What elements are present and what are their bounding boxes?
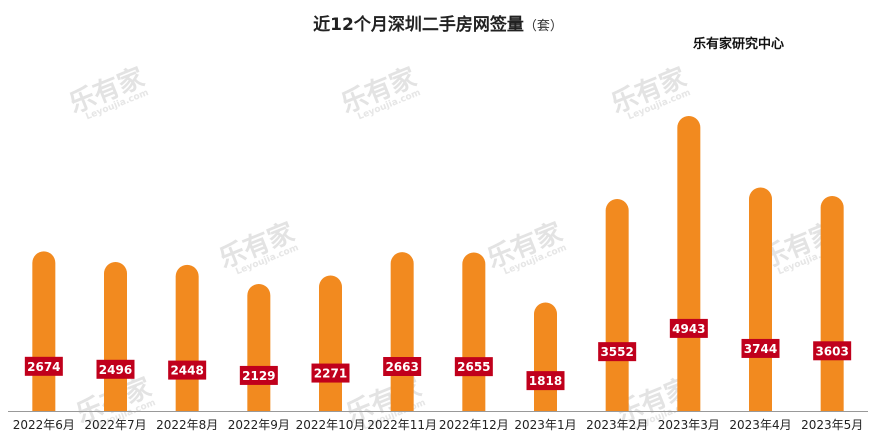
x-tick-label: 2022年8月 — [156, 418, 218, 432]
bar-2022年8月 — [175, 264, 199, 411]
data-label: 4943 — [672, 322, 705, 336]
bar-2022年7月 — [104, 262, 127, 411]
data-label-box — [454, 357, 493, 377]
x-tick-label: 2023年5月 — [801, 418, 863, 432]
data-label: 2655 — [457, 360, 490, 374]
data-label: 2496 — [99, 363, 132, 377]
data-label: 2448 — [170, 364, 203, 378]
data-label: 1818 — [529, 374, 562, 388]
data-label-box — [24, 356, 63, 376]
x-tick-label: 2022年10月 — [296, 418, 366, 432]
data-label-box — [669, 318, 708, 338]
data-label: 2271 — [314, 367, 347, 381]
data-label: 2663 — [385, 360, 418, 374]
bar-2023年4月 — [749, 187, 772, 411]
data-label-box — [168, 360, 207, 380]
data-label-box — [311, 363, 350, 383]
x-tick-label: 2023年3月 — [658, 418, 720, 432]
x-tick-label: 2022年11月 — [367, 418, 437, 432]
x-tick-label: 2022年9月 — [228, 418, 290, 432]
chart-title-unit: （套） — [523, 19, 563, 34]
bar-2022年6月 — [32, 251, 56, 411]
bar-2023年1月 — [534, 302, 557, 411]
bar-2022年12月 — [462, 252, 486, 411]
bar-2023年2月 — [605, 199, 629, 411]
x-tick-label: 2022年12月 — [439, 418, 509, 432]
data-label: 3552 — [600, 345, 633, 359]
x-tick-label: 2022年6月 — [13, 418, 75, 432]
x-tick-label: 2022年7月 — [84, 418, 146, 432]
data-label-box — [526, 371, 565, 391]
bar-2022年10月 — [319, 275, 342, 411]
x-tick-label: 2023年1月 — [514, 418, 576, 432]
data-label-box — [383, 356, 422, 376]
bar-2022年11月 — [390, 252, 414, 411]
x-tick-label: 2023年2月 — [586, 418, 648, 432]
bar-2022年9月 — [247, 283, 271, 411]
data-label-box — [741, 338, 780, 358]
data-label: 3744 — [744, 342, 777, 356]
data-label: 3603 — [815, 344, 848, 358]
data-label: 2129 — [242, 369, 275, 383]
bar-2023年3月 — [677, 116, 701, 412]
data-label: 2674 — [27, 360, 60, 374]
data-label-box — [813, 341, 852, 361]
data-label-box — [239, 365, 278, 385]
source-label: 乐有家研究中心 — [693, 37, 785, 52]
data-label-box — [96, 359, 135, 379]
chart-title: 近12个月深圳二手房网签量（套） — [0, 10, 876, 35]
chart-title-text: 近12个月深圳二手房网签量 — [313, 15, 524, 35]
x-tick-label: 2023年4月 — [729, 418, 791, 432]
bar-2023年5月 — [820, 195, 844, 411]
data-label-box — [598, 342, 637, 362]
